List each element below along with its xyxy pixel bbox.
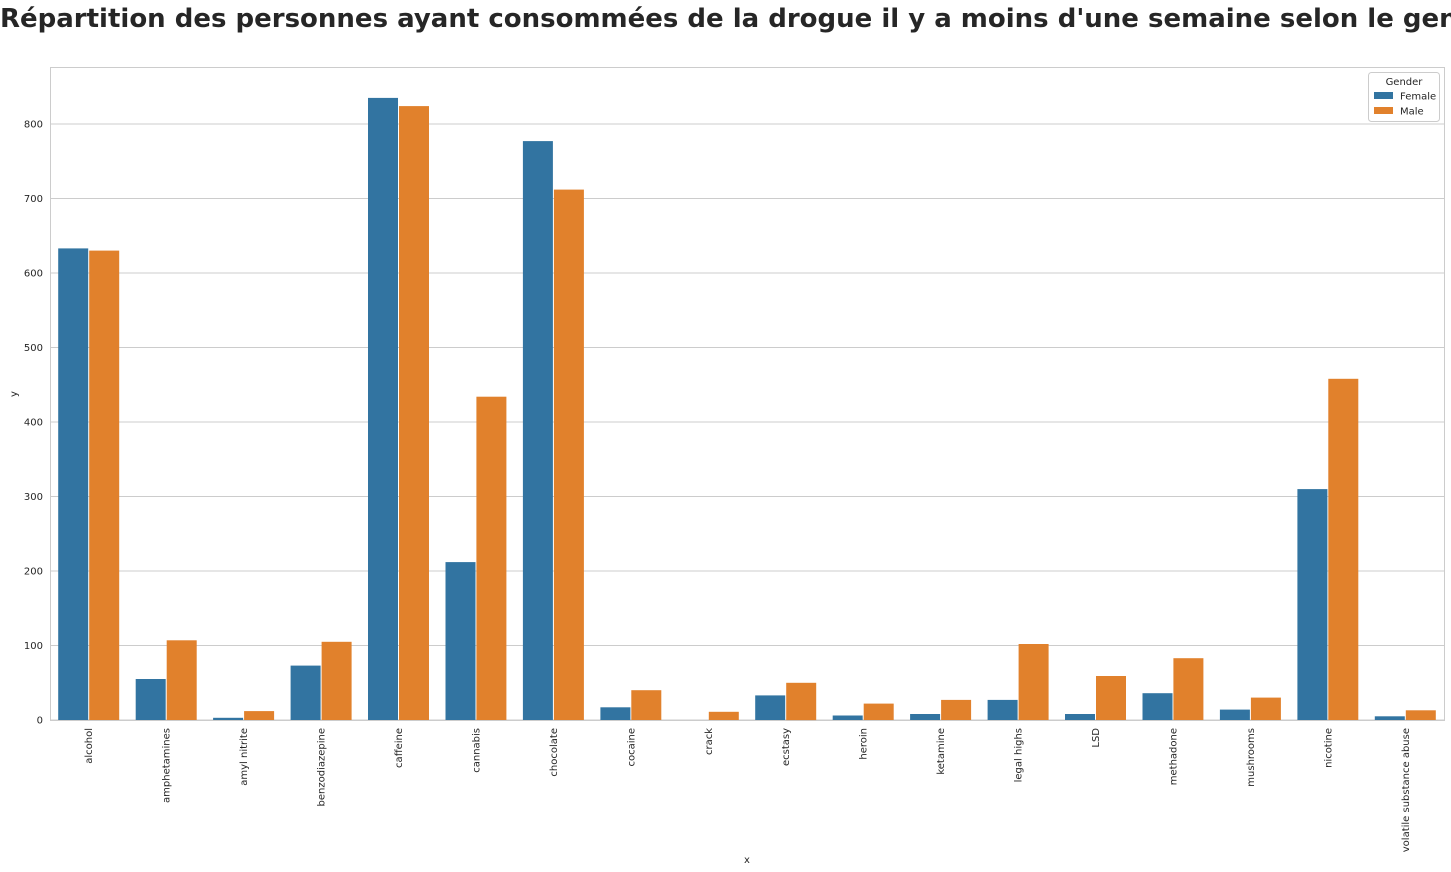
chart-title: Répartition des personnes ayant consommé…	[0, 4, 1451, 34]
y-tick-label: 100	[24, 641, 43, 652]
bar-male-crack	[708, 711, 739, 720]
bar-male-ecstasy	[786, 682, 817, 721]
bar-male-cannabis	[476, 396, 507, 720]
x-tick-label: amphetamines	[162, 728, 173, 803]
bars	[58, 97, 1436, 721]
bar-female-amphetamines	[135, 679, 166, 720]
y-tick-label: 300	[24, 492, 43, 503]
x-tick-label: alcohol	[84, 728, 95, 764]
legend-swatch-female	[1374, 92, 1393, 99]
bar-female-heroin	[832, 715, 863, 720]
bar-female-ecstasy	[755, 695, 786, 720]
bar-female-benzodiazepine	[290, 665, 321, 720]
bar-female-amyl-nitrite	[213, 717, 244, 720]
bar-female-nicotine	[1297, 489, 1328, 720]
x-tick-labels: alcohol amphetamines amyl nitrite benzodiaz…	[84, 728, 1412, 853]
bar-male-chocolate	[553, 189, 584, 721]
bar-male-caffeine	[399, 106, 429, 721]
x-tick-label: nicotine	[1323, 728, 1334, 768]
bar-female-cannabis	[445, 562, 476, 720]
y-tick-label: 800	[24, 120, 43, 131]
bar-male-heroin	[863, 703, 894, 720]
bar-male-nicotine	[1328, 378, 1359, 720]
bar-female-lsd	[1065, 714, 1095, 720]
bar-male-benzodiazepine	[321, 641, 352, 720]
bar-female-mushrooms	[1219, 709, 1250, 720]
x-tick-label: LSD	[1091, 728, 1102, 748]
bar-female-methadone	[1142, 693, 1173, 720]
bar-male-ketamine	[941, 699, 972, 720]
gridlines	[50, 123, 1444, 721]
y-axis-label: y	[9, 391, 20, 397]
bar-male-alcohol	[89, 250, 120, 720]
x-tick-label: chocolate	[549, 728, 560, 777]
legend-label-male: Male	[1400, 107, 1424, 118]
y-tick-label: 0	[37, 716, 43, 727]
bar-male-amphetamines	[166, 640, 197, 720]
bar-male-legal-highs	[1018, 644, 1049, 720]
x-tick-label: benzodiazepine	[317, 728, 328, 806]
legend: Gender Female Male	[1368, 72, 1440, 122]
bar-male-lsd	[1096, 676, 1126, 720]
legend-title: Gender	[1386, 77, 1424, 88]
bar-male-cocaine	[631, 690, 662, 720]
x-tick-label: ketamine	[936, 728, 947, 775]
legend-label-female: Female	[1400, 92, 1436, 103]
plot-area	[50, 67, 1445, 721]
x-tick-label: mushrooms	[1246, 728, 1257, 787]
bar-female-alcohol	[58, 248, 89, 720]
bar-male-mushrooms	[1250, 697, 1281, 720]
x-tick-label: methadone	[1168, 728, 1179, 785]
y-tick-label: 700	[24, 194, 43, 205]
x-tick-label: amyl nitrite	[239, 728, 250, 786]
y-tick-labels: 0 100 200 300 400 500 600 700 800	[24, 120, 43, 727]
y-tick-label: 200	[24, 567, 43, 578]
x-axis-label: x	[744, 855, 750, 866]
x-tick-label: heroin	[859, 728, 870, 760]
y-tick-label: 500	[24, 343, 43, 354]
bar-female-chocolate	[522, 141, 553, 721]
y-tick-label: 400	[24, 418, 43, 429]
y-tick-label: 600	[24, 269, 43, 280]
bar-female-cocaine	[600, 707, 631, 720]
x-tick-label: legal highs	[1014, 728, 1025, 782]
bar-male-amyl-nitrite	[244, 711, 275, 720]
x-tick-label: volatile substance abuse	[1401, 728, 1412, 852]
x-tick-label: ecstasy	[781, 728, 792, 766]
bar-female-volatile-substance-abuse	[1374, 716, 1405, 720]
bar-female-caffeine	[368, 97, 398, 720]
bar-female-legal-highs	[987, 699, 1018, 720]
bar-male-volatile-substance-abuse	[1405, 710, 1436, 720]
bar-male-methadone	[1173, 658, 1204, 720]
legend-swatch-male	[1374, 107, 1393, 114]
bar-female-ketamine	[910, 714, 941, 720]
x-tick-label: cocaine	[626, 728, 637, 767]
x-tick-label: cannabis	[471, 728, 482, 773]
x-tick-label: crack	[704, 728, 715, 755]
x-tick-label: caffeine	[394, 728, 405, 768]
